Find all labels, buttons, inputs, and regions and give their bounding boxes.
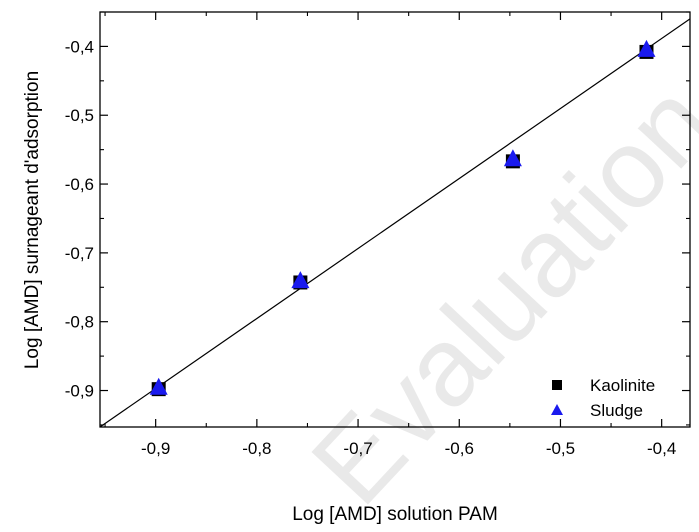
data-point-sludge xyxy=(291,271,310,289)
legend-label-sludge: Sludge xyxy=(590,401,643,420)
y-axis-ticks: -0,9 -0,8 -0,7 -0,6 -0,5 -0,4 xyxy=(65,11,690,426)
x-tick-label: -0,8 xyxy=(242,439,271,458)
y-tick-label: -0,7 xyxy=(65,244,94,263)
x-axis-ticks: -0,9 -0,8 -0,7 -0,6 -0,5 -0,4 xyxy=(104,12,676,458)
y-tick-label: -0,5 xyxy=(65,106,94,125)
x-tick-label: -0,4 xyxy=(647,439,676,458)
x-axis-title: Log [AMD] solution PAM xyxy=(292,504,498,525)
x-tick-label: -0,7 xyxy=(343,439,372,458)
data-point-sludge xyxy=(637,39,656,57)
y-tick-label: -0,8 xyxy=(65,313,94,332)
y-tick-label: -0,4 xyxy=(65,37,94,56)
y-tick-label: -0,6 xyxy=(65,175,94,194)
data-point-sludge xyxy=(503,149,522,167)
legend: Kaolinite Sludge xyxy=(551,376,655,420)
data-point-sludge xyxy=(149,377,168,395)
y-tick-label: -0,9 xyxy=(65,382,94,401)
legend-marker-kaolinite xyxy=(552,380,562,390)
legend-marker-sludge xyxy=(551,404,563,415)
x-tick-label: -0,5 xyxy=(546,439,575,458)
y-axis-title: Log [AMD] surnageant d'adsorption xyxy=(22,71,43,369)
fit-line xyxy=(99,18,691,428)
plot-frame xyxy=(99,11,691,428)
x-tick-label: -0,9 xyxy=(141,439,170,458)
x-tick-label: -0,6 xyxy=(445,439,474,458)
reference-line-layer xyxy=(99,18,691,428)
data-points-layer xyxy=(149,39,656,397)
legend-label-kaolinite: Kaolinite xyxy=(590,376,655,395)
